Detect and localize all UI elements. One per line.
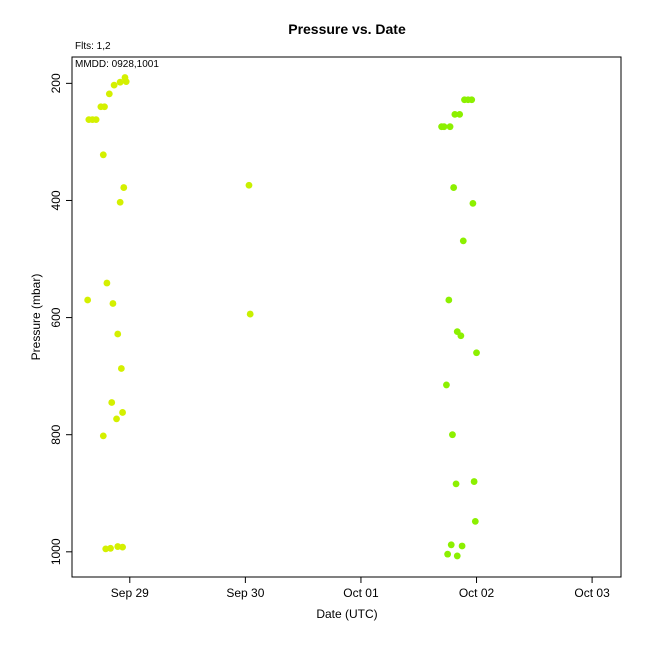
data-point: [450, 184, 458, 191]
y-axis: 200 400 600 800 1000: [49, 73, 72, 565]
chart-title: Pressure vs. Date: [288, 21, 406, 37]
data-point: [92, 116, 100, 124]
flights-note: Flts: 1,2: [75, 41, 111, 52]
x-tick-label: Oct 03: [574, 586, 610, 600]
data-point: [471, 517, 479, 525]
data-point: [119, 543, 126, 551]
plot-area: [71, 56, 622, 578]
data-point: [120, 184, 128, 191]
data-point: [473, 349, 480, 357]
data-point: [469, 199, 477, 207]
x-axis: Sep 29 Sep 30 Oct 01 Oct 02 Oct 03: [111, 577, 610, 600]
data-point: [443, 381, 450, 389]
data-point: [458, 542, 466, 550]
x-tick-label: Sep 29: [111, 586, 149, 600]
data-point: [444, 550, 452, 558]
data-point: [449, 431, 456, 439]
data-point: [456, 110, 464, 118]
data-point: [445, 296, 453, 304]
data-point: [459, 237, 467, 245]
data-point: [84, 296, 92, 304]
data-point: [446, 123, 454, 131]
data-point: [99, 432, 107, 440]
data-point: [116, 198, 124, 206]
data-point: [468, 96, 476, 104]
data-point: [470, 478, 478, 485]
y-axis-label: Pressure (mbar): [29, 274, 43, 361]
x-tick-label: Oct 02: [459, 586, 495, 600]
mmdd-note: MMDD: 0928,1001: [75, 59, 159, 70]
data-point: [457, 332, 465, 340]
data-point: [117, 365, 125, 372]
data-point: [452, 480, 460, 488]
data-point: [110, 81, 118, 89]
data-point: [451, 110, 459, 118]
y-tick-label: 800: [49, 424, 63, 444]
y-tick-label: 600: [49, 307, 63, 327]
data-point: [108, 399, 116, 406]
y-tick-label: 400: [49, 190, 63, 210]
data-point: [245, 181, 253, 189]
data-point: [105, 90, 113, 98]
data-point: [114, 330, 122, 338]
data-point: [447, 541, 455, 549]
x-tick-label: Oct 01: [343, 586, 379, 600]
data-points: [84, 74, 480, 560]
data-point: [103, 279, 111, 287]
x-axis-label: Date (UTC): [316, 607, 377, 621]
data-point: [113, 415, 120, 423]
data-point: [119, 409, 126, 416]
y-tick-label: 200: [49, 73, 63, 93]
data-point: [101, 103, 108, 111]
data-point: [122, 78, 130, 85]
data-point: [453, 552, 461, 560]
data-point: [116, 78, 124, 86]
data-point: [109, 300, 117, 307]
data-point: [440, 123, 448, 131]
y-tick-label: 1000: [49, 538, 63, 565]
data-point: [107, 544, 114, 552]
x-tick-label: Sep 30: [226, 586, 264, 600]
data-point: [246, 310, 254, 318]
data-point: [99, 151, 107, 159]
